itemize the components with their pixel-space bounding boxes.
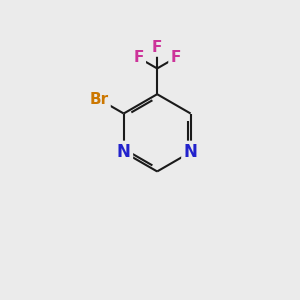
- Text: F: F: [134, 50, 144, 65]
- Text: F: F: [152, 40, 162, 55]
- Text: Br: Br: [89, 92, 109, 107]
- Text: F: F: [170, 50, 181, 65]
- Text: N: N: [184, 143, 197, 161]
- Text: N: N: [117, 143, 130, 161]
